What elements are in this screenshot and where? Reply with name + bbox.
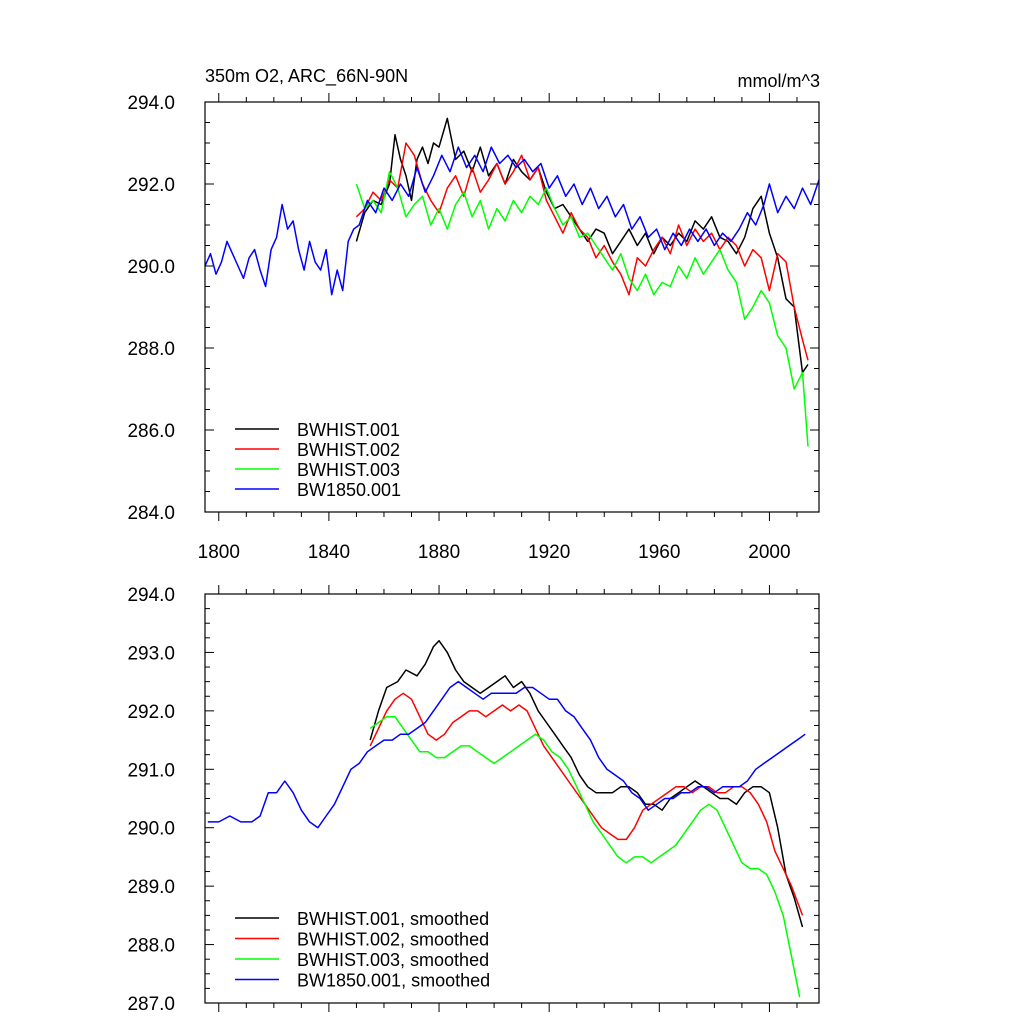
x-tick-label: 1960 [638, 542, 680, 563]
series-line-2 [355, 142, 809, 361]
y-tick-label: 284.0 [127, 503, 175, 524]
top-panel: 350m O2, ARC_66N-90N mmol/m^3 294.0 292.0… [127, 66, 820, 563]
legend-entry-1: BWHIST.001 [297, 420, 400, 440]
y-tick-label: 291.0 [127, 760, 175, 781]
y-tick-label: 290.0 [127, 257, 175, 278]
y-tick-label: 294.0 [127, 93, 175, 114]
y-tick-label: 294.0 [127, 585, 175, 606]
series-line-4 [207, 680, 806, 829]
legend-entry-2: BWHIST.002, smoothed [297, 930, 489, 950]
series-line-3 [355, 170, 809, 447]
x-tick-label: 1920 [528, 542, 570, 563]
y-tick-label: 292.0 [127, 702, 175, 723]
top-chart-units: mmol/m^3 [738, 71, 820, 91]
y-tick-label: 286.0 [127, 421, 175, 442]
x-tick-label: 1840 [308, 542, 350, 563]
legend-entry-1: BWHIST.001, smoothed [297, 909, 489, 929]
series-line-4 [204, 146, 820, 296]
top-plot-frame [204, 101, 820, 513]
y-tick-label: 289.0 [127, 877, 175, 898]
x-tick-label: 1880 [418, 542, 460, 563]
top-chart-title: 350m O2, ARC_66N-90N [205, 66, 408, 87]
x-tick-label: 1800 [198, 542, 240, 563]
legend-entry-4: BW1850.001 [297, 480, 401, 500]
series-line-3 [369, 715, 801, 998]
y-tick-label: 288.0 [127, 339, 175, 360]
y-tick-label: 290.0 [127, 819, 175, 840]
legend-entry-3: BWHIST.003, smoothed [297, 950, 489, 970]
bottom-panel: 294.0 293.0 292.0 291.0 290.0 289.0 288.0 287.0… [127, 585, 820, 1015]
y-tick-label: 292.0 [127, 175, 175, 196]
legend-entry-2: BWHIST.002 [297, 440, 400, 460]
y-tick-label: 288.0 [127, 936, 175, 957]
y-tick-label: 287.0 [127, 994, 175, 1015]
x-tick-label: 2000 [748, 542, 790, 563]
legend-entry-3: BWHIST.003 [297, 460, 400, 480]
y-tick-label: 293.0 [127, 643, 175, 664]
bottom-plot-frame [204, 593, 820, 1004]
legend-entry-4: BW1850.001, smoothed [297, 971, 490, 991]
series-line-1 [369, 639, 804, 928]
